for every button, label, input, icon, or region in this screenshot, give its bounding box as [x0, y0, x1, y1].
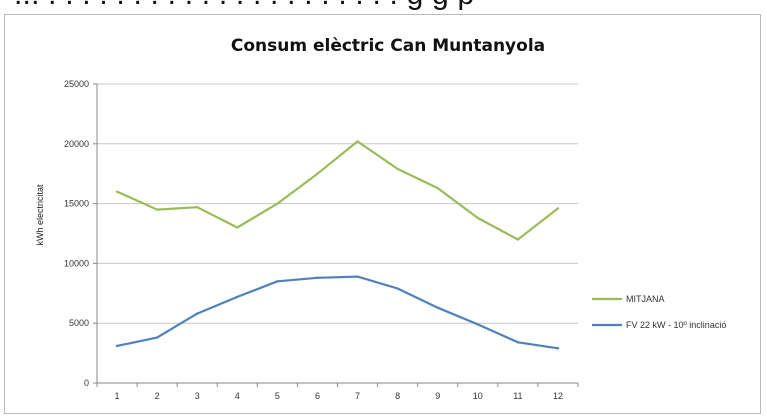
y-tick-label: 10000	[64, 258, 89, 268]
data-point	[356, 140, 359, 143]
x-tick-label: 7	[355, 391, 360, 401]
data-point	[436, 306, 439, 309]
data-point	[196, 312, 199, 315]
data-point	[316, 172, 319, 175]
data-point	[236, 226, 239, 229]
series-lines	[115, 140, 560, 350]
line-chart: Consum elèctric Can Muntanyola 0 5000 1000…	[35, 36, 726, 401]
chart-frame: Consum elèctric Can Muntanyola 0 5000 1000…	[4, 14, 761, 414]
y-tick-label: 0	[84, 378, 89, 388]
data-point	[115, 344, 119, 348]
data-point	[356, 275, 359, 278]
data-point	[155, 208, 159, 211]
data-point	[476, 323, 479, 326]
x-tick-label: 12	[553, 391, 563, 401]
data-point	[115, 190, 119, 193]
x-tick-label: 11	[513, 391, 522, 401]
x-tick-label: 6	[315, 391, 320, 401]
data-point	[276, 280, 279, 283]
data-point	[396, 167, 399, 171]
legend: MITJANA FV 22 kW - 10º inclinació	[592, 294, 726, 330]
cropped-heading: ... . . . . . . . . . . . . . . . . . . …	[14, 0, 474, 12]
series-line-2	[116, 275, 559, 350]
data-point	[516, 341, 520, 344]
data-point	[556, 207, 560, 210]
cropped-heading-text: ... . . . . . . . . . . . . . . . . . . …	[0, 0, 767, 14]
y-tick-label: 5000	[69, 318, 89, 328]
y-tick-label: 20000	[64, 139, 89, 149]
data-point	[556, 347, 560, 350]
x-tick-label: 5	[275, 391, 280, 401]
x-tick-label: 8	[395, 391, 400, 401]
x-tick-label: 3	[195, 391, 200, 401]
data-point	[396, 287, 399, 290]
data-point	[436, 186, 439, 190]
x-tick-label: 10	[473, 391, 483, 401]
data-point	[276, 202, 279, 205]
data-point	[316, 276, 319, 279]
gridlines	[97, 83, 578, 324]
x-tick-label: 4	[235, 391, 240, 401]
y-tick-label: 25000	[64, 79, 89, 89]
x-tick-label: 1	[115, 391, 120, 401]
legend-label-2: FV 22 kW - 10º inclinació	[626, 320, 726, 330]
data-point	[516, 238, 520, 241]
legend-label-1: MITJANA	[626, 294, 665, 304]
data-point	[236, 295, 239, 299]
y-axis-label: kWh electricitat	[35, 184, 45, 246]
data-point	[155, 336, 159, 339]
x-tick-label: 2	[155, 391, 160, 401]
x-tick-label: 9	[435, 391, 440, 401]
data-point	[476, 216, 479, 220]
data-point	[196, 205, 199, 209]
y-tick-label: 15000	[64, 199, 89, 209]
series-line-1	[116, 140, 559, 241]
chart-title: Consum elèctric Can Muntanyola	[231, 36, 545, 56]
